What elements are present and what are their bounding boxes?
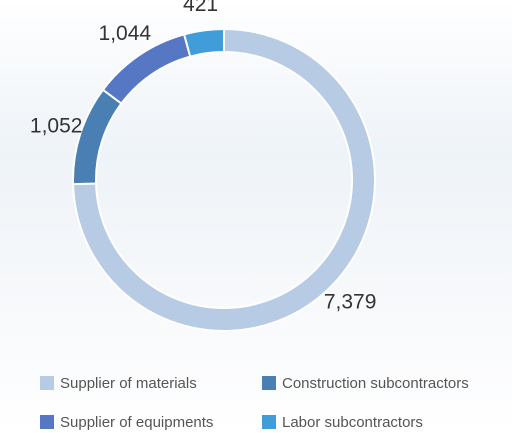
legend-swatch [40,415,54,429]
legend-label: Labor subcontractors [282,414,423,431]
legend-label: Construction subcontractors [282,375,469,392]
value-label: 7,379 [324,290,377,313]
value-label: 1,044 [99,22,152,45]
legend-swatch [262,376,276,390]
legend-swatch [262,415,276,429]
donut-segment [182,27,225,58]
legend-label: Supplier of materials [60,375,197,392]
value-label: 421 [183,0,218,16]
donut-segment [72,27,376,332]
legend-label: Supplier of equipments [60,414,213,431]
value-label: 1,052 [30,114,83,137]
legend-swatch [40,376,54,390]
